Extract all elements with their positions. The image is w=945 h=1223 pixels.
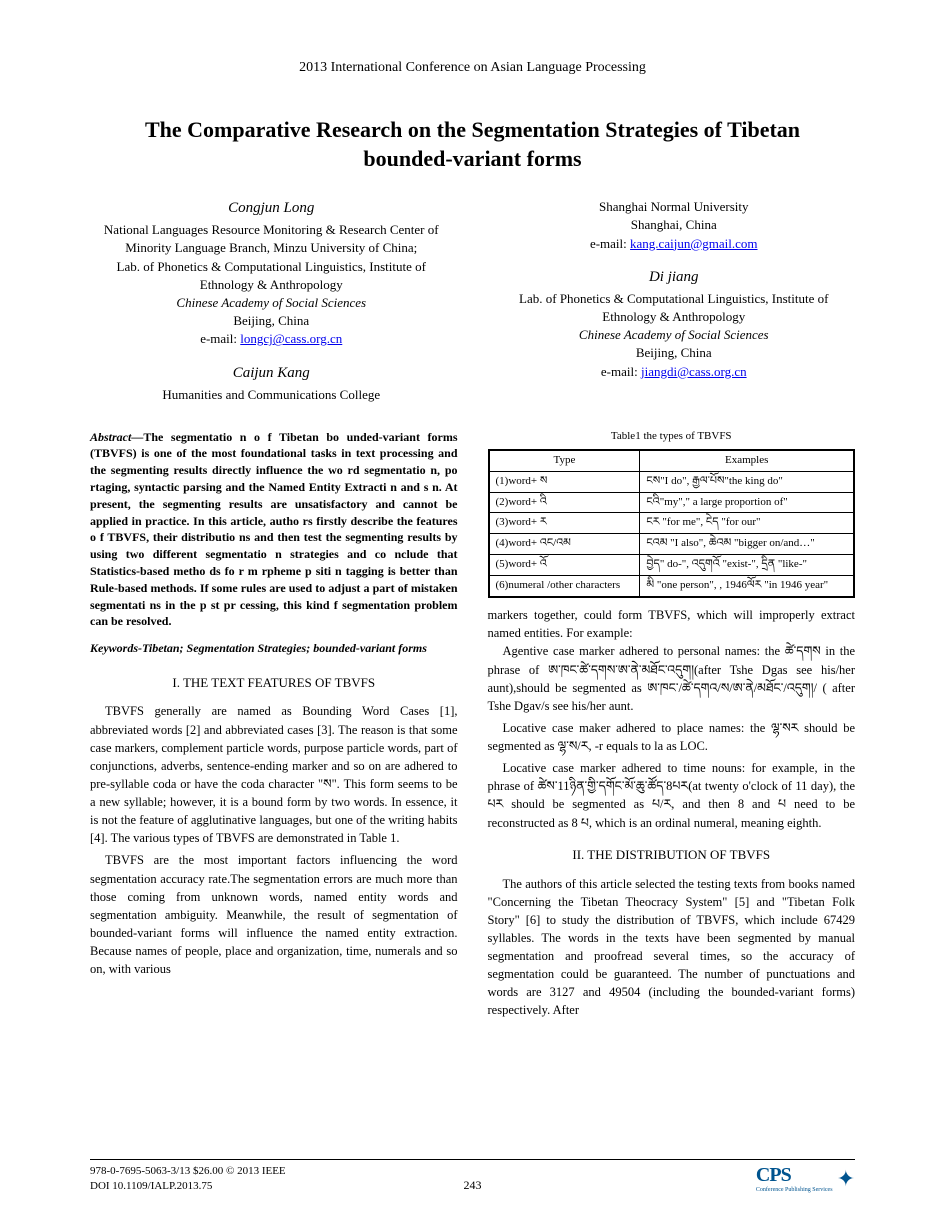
table-cell: ངར "for me", ངེད "for our" [640, 513, 854, 534]
table-cell: ངས"I do", རྒྱལ་པོས"the king do" [640, 471, 854, 492]
table-header-row: Type Examples [489, 450, 855, 471]
author-org: Chinese Academy of Social Sciences [493, 326, 856, 344]
author-affiliation: Lab. of Phonetics & Computational Lingui… [90, 258, 453, 294]
cps-logo-subtext: Conference Publishing Services [756, 1187, 833, 1193]
paper-title: The Comparative Research on the Segmenta… [120, 116, 825, 173]
email-link[interactable]: jiangdi@cass.org.cn [641, 364, 747, 379]
author-email-line: e-mail: jiangdi@cass.org.cn [493, 363, 856, 381]
paragraph: Locative case marker adhered to time nou… [488, 759, 856, 832]
table-caption: Table1 the types of TBVFS [488, 429, 856, 445]
table-header-cell: Examples [640, 450, 854, 471]
email-label: e-mail: [601, 364, 641, 379]
author-name: Caijun Kang [90, 363, 453, 384]
section-heading-2: II. THE DISTRIBUTION OF TBVFS [488, 846, 856, 865]
author-location: Beijing, China [493, 344, 856, 362]
paragraph: Agentive case marker adhered to personal… [488, 642, 856, 715]
author-column-left: Congjun Long National Languages Resource… [90, 198, 453, 404]
author-affiliation: Shanghai Normal University [493, 198, 856, 216]
page-container: 2013 International Conference on Asian L… [0, 0, 945, 1223]
table-cell: (5)word+ འོ [489, 555, 640, 576]
table-row: (1)word+ སངས"I do", རྒྱལ་པོས"the king do… [489, 471, 855, 492]
table-row: (4)word+ འང/འམངའམ "I also", ཆེའམ "bigger… [489, 534, 855, 555]
table-cell: མི "one person", , 1946ལོར "in 1946 year… [640, 576, 854, 597]
table-cell: ངའམ "I also", ཆེའམ "bigger on/and…" [640, 534, 854, 555]
isbn-line: 978-0-7695-5063-3/13 $26.00 © 2013 IEEE [90, 1164, 286, 1178]
paragraph: The authors of this article selected the… [488, 875, 856, 1020]
author-name: Congjun Long [90, 198, 453, 219]
author-affiliation: Lab. of Phonetics & Computational Lingui… [493, 290, 856, 326]
doi-line: DOI 10.1109/IALP.2013.75 [90, 1179, 286, 1193]
conference-header: 2013 International Conference on Asian L… [90, 60, 855, 76]
paragraph: TBVFS are the most important factors inf… [90, 851, 458, 978]
author-email-line: e-mail: longcj@cass.org.cn [90, 330, 453, 348]
table-cell: (4)word+ འང/འམ [489, 534, 640, 555]
author-column-right: Shanghai Normal University Shanghai, Chi… [493, 198, 856, 404]
table-cell: (2)word+ འི [489, 492, 640, 513]
paragraph: TBVFS generally are named as Bounding Wo… [90, 702, 458, 847]
table-row: (5)word+ འོབྱེད" do-", འདུགའོ "exist-", … [489, 555, 855, 576]
email-label: e-mail: [590, 236, 630, 251]
table-row: (2)word+ འིངའི"my"," a large proportion … [489, 492, 855, 513]
author-name: Di jiang [493, 267, 856, 288]
table-cell: (3)word+ ར [489, 513, 640, 534]
tbvfs-table: Type Examples (1)word+ སངས"I do", རྒྱལ་པ… [488, 449, 856, 599]
star-icon: ✦ [837, 1166, 855, 1192]
author-email-line: e-mail: kang.caijun@gmail.com [493, 235, 856, 253]
author-location: Shanghai, China [493, 216, 856, 234]
section-heading-1: I. THE TEXT FEATURES OF TBVFS [90, 674, 458, 693]
abstract-label: Abstract— [90, 430, 143, 444]
footer-left: 978-0-7695-5063-3/13 $26.00 © 2013 IEEE … [90, 1164, 286, 1193]
table-header-cell: Type [489, 450, 640, 471]
author-org: Chinese Academy of Social Sciences [90, 294, 453, 312]
column-left: Abstract—The segmentatio n o f Tibetan b… [90, 429, 458, 1024]
keywords: Keywords-Tibetan; Segmentation Strategie… [90, 640, 458, 657]
body-columns: Abstract—The segmentatio n o f Tibetan b… [90, 429, 855, 1024]
page-number: 243 [464, 1178, 482, 1193]
email-link[interactable]: kang.caijun@gmail.com [630, 236, 758, 251]
abstract: Abstract—The segmentatio n o f Tibetan b… [90, 429, 458, 631]
table-cell: (1)word+ ས [489, 471, 640, 492]
email-link[interactable]: longcj@cass.org.cn [240, 331, 342, 346]
cps-logo-text: CPS [756, 1164, 833, 1187]
table-row: (6)numeral /other charactersམི "one pers… [489, 576, 855, 597]
table-cell: (6)numeral /other characters [489, 576, 640, 597]
abstract-text: The segmentatio n o f Tibetan bo unded-v… [90, 430, 458, 629]
table-row: (3)word+ རངར "for me", ངེད "for our" [489, 513, 855, 534]
paragraph: Locative case maker adhered to place nam… [488, 719, 856, 755]
author-affiliation: Humanities and Communications College [90, 386, 453, 404]
email-label: e-mail: [200, 331, 240, 346]
paragraph: markers together, could form TBVFS, whic… [488, 606, 856, 642]
column-right: Table1 the types of TBVFS Type Examples … [488, 429, 856, 1024]
author-affiliation: National Languages Resource Monitoring &… [90, 221, 453, 257]
cps-logo: CPS Conference Publishing Services ✦ [756, 1164, 855, 1193]
authors-block: Congjun Long National Languages Resource… [90, 198, 855, 404]
author-location: Beijing, China [90, 312, 453, 330]
table-cell: བྱེད" do-", འདུགའོ "exist-", དྲིན "like-… [640, 555, 854, 576]
table-cell: ངའི"my"," a large proportion of" [640, 492, 854, 513]
